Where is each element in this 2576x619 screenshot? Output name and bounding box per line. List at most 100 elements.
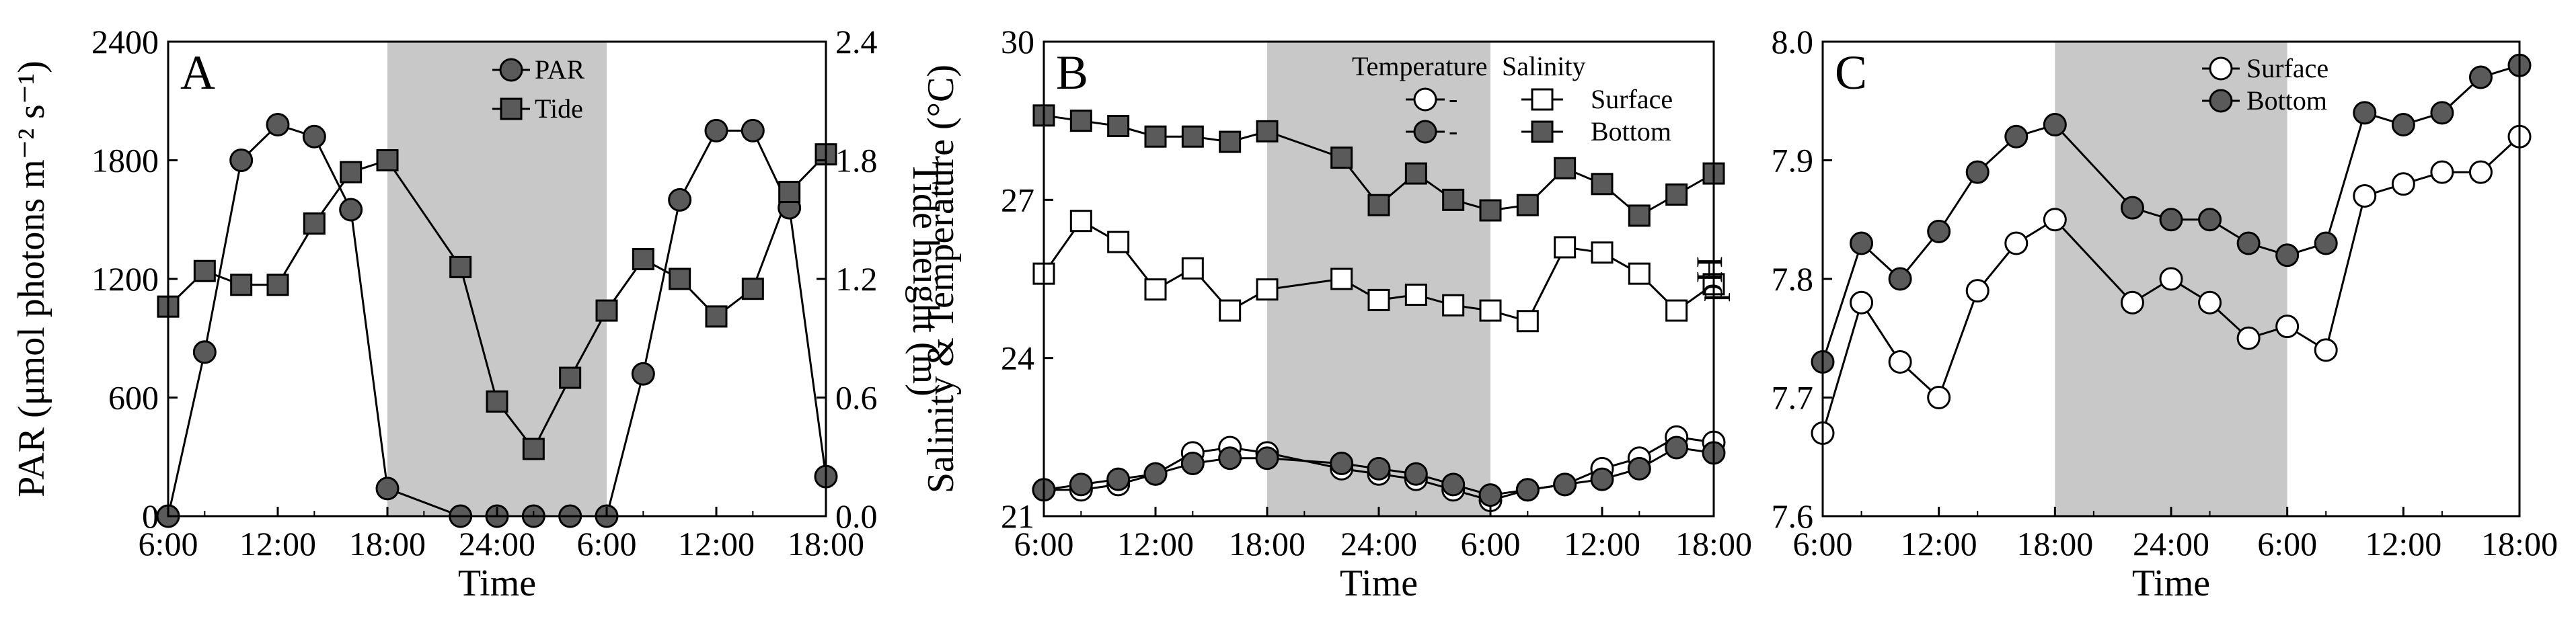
data-point [486,390,508,413]
y2-tick-label: 2.4 [835,23,878,60]
y-axis-title: pH [1689,256,1731,302]
data-point [1665,183,1688,206]
y-tick-label: 2400 [91,23,159,60]
data-point [1218,446,1242,470]
data-point [1143,462,1168,486]
x-tick-label: 12:00 [1564,525,1640,563]
data-point [1554,236,1577,259]
data-point [1181,257,1204,280]
y2-tick-label: 0.0 [835,497,878,535]
y-axis-title: Salinity & Temperature (°C) [920,65,962,493]
data-point [1441,472,1466,497]
y-tick-label: 7.6 [1772,497,1814,535]
data-point [2353,101,2377,125]
x-tick-label: 18:00 [2481,525,2558,563]
x-tick-label: 18:00 [349,525,426,563]
legend-label: Tide [535,93,583,124]
y-tick-label: 8.0 [1772,23,1814,60]
data-point [1965,279,1990,303]
data-point [741,118,765,142]
data-point [2120,196,2144,220]
data-point [1554,157,1577,179]
legend-marker-temperature [1413,120,1437,144]
data-point [2236,326,2261,350]
data-point [1442,294,1465,317]
y2-tick-label: 1.8 [835,142,878,179]
data-point [1256,278,1279,301]
data-point [1850,290,1874,315]
legend-label: PAR [535,54,584,85]
data-point [1219,299,1242,322]
y2-axis-title: Tide height (m) [905,161,946,396]
data-point [1927,386,1951,409]
data-point [449,255,472,278]
data-point [1442,188,1465,211]
data-point [1515,478,1540,502]
chart-panel-a: 6:00 12:00 18:00 24:00 6:00 12:00 18:00 Time 0 60… [11,23,946,604]
data-point [2159,267,2183,291]
x-tick-label: 12:00 [239,525,316,563]
data-point [2198,208,2222,232]
data-point [302,124,326,149]
data-point [1478,483,1503,507]
legend-marker-temperature [1413,87,1437,112]
data-point [1256,120,1279,142]
data-point [2275,243,2300,267]
x-tick-label: 24:00 [1340,525,1417,563]
data-point [595,299,618,322]
y-tick-label: 7.9 [1772,142,1814,179]
data-point [193,259,216,282]
data-point [1479,199,1502,222]
y-tick-label: 0 [142,497,159,535]
y-tick-label: 27 [1001,181,1034,218]
data-point [1330,147,1353,169]
data-point [631,362,655,386]
x-tick-label: 12:00 [678,525,755,563]
data-point [2275,315,2300,339]
data-point [2468,160,2493,184]
data-point [1628,204,1651,227]
data-point [1069,472,1093,497]
data-point [1107,115,1130,138]
data-point [1888,350,1912,374]
legend-dash: - [1449,116,1457,146]
data-point [1516,194,1539,216]
night-shade [1267,42,1490,516]
data-point [376,149,399,171]
data-point [668,188,692,212]
data-point [1144,125,1167,148]
x-tick-label: 6:00 [577,525,637,563]
data-point [1107,231,1130,253]
data-point [303,212,326,235]
x-tick-label: 12:00 [1117,525,1194,563]
y-tick-label: 1800 [91,142,159,179]
data-point [266,274,289,296]
legend-row-label: Bottom [1591,116,1671,147]
data-point [778,181,801,204]
y-tick-label: 600 [108,379,159,417]
x-tick-label: 18:00 [1675,525,1752,563]
data-point [1404,162,1427,185]
data-point [2043,208,2067,232]
y2-tick-label: 0.6 [835,379,878,417]
data-point [2236,231,2261,255]
data-point [632,248,654,271]
data-point [2468,65,2493,89]
x-tick-label: 6:00 [1461,525,1521,563]
x-axis-title: Time [458,563,536,604]
data-point [1516,310,1539,333]
legend-row-label: Surface [1591,84,1673,114]
x-tick-label: 18:00 [1229,525,1305,563]
data-point [1181,125,1204,148]
y-tick-label: 21 [1001,497,1034,535]
legend-header-salinity: Salinity [1502,51,1585,81]
night-shade [387,42,607,516]
data-point [1219,130,1242,153]
data-point [266,113,290,137]
x-tick-label: 6:00 [1793,525,1853,563]
data-point [559,366,582,389]
data-point [1069,110,1092,132]
data-point [2004,124,2029,149]
legend-dash: - [1449,83,1457,114]
